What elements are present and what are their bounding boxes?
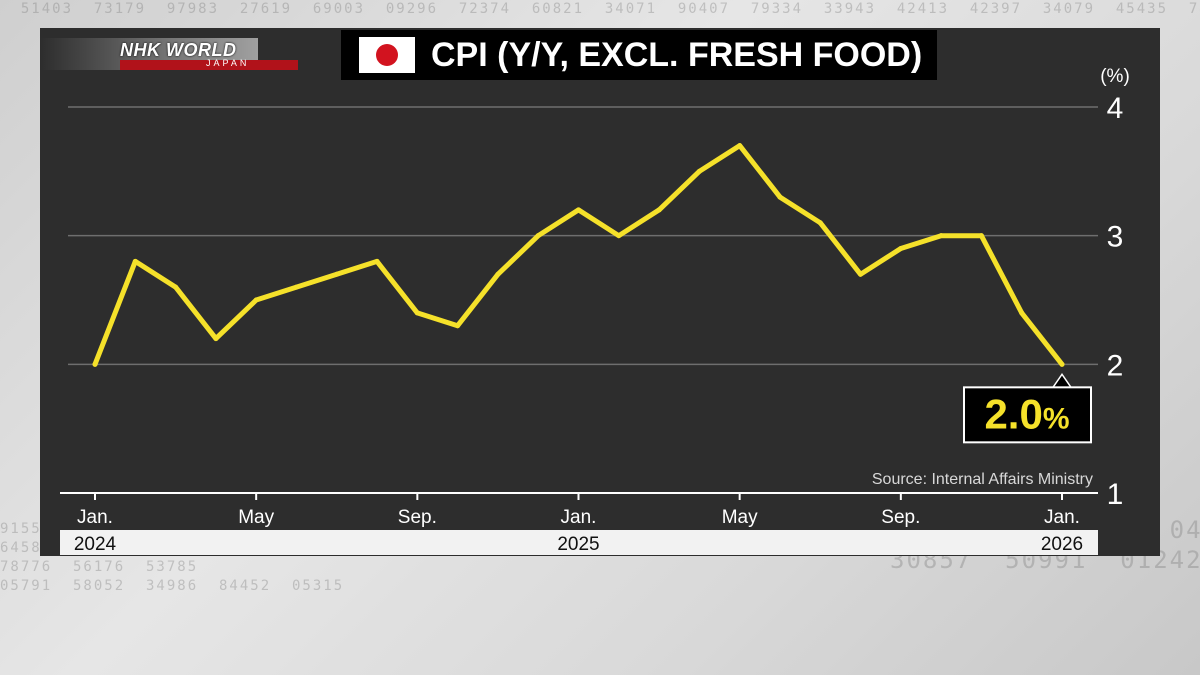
data-point bbox=[1059, 361, 1065, 367]
background-digits-top: 51403 73179 97983 27619 69003 09296 7237… bbox=[20, 1, 1200, 17]
data-point bbox=[535, 233, 541, 239]
x-tick-label: May bbox=[722, 507, 758, 528]
data-point bbox=[616, 233, 622, 239]
data-point bbox=[374, 258, 380, 264]
callout-value: 2.0% bbox=[984, 390, 1069, 437]
x-tick-label: Jan. bbox=[77, 507, 113, 528]
data-point bbox=[656, 207, 662, 213]
data-point bbox=[737, 143, 743, 149]
data-point bbox=[696, 168, 702, 174]
x-tick-label: Jan. bbox=[1044, 507, 1080, 528]
data-point bbox=[92, 361, 98, 367]
y-tick-label: 3 bbox=[1107, 221, 1124, 254]
data-point bbox=[213, 336, 219, 342]
data-point bbox=[173, 284, 179, 290]
data-point bbox=[455, 323, 461, 329]
year-label: 2025 bbox=[557, 534, 599, 555]
logo-red-bar bbox=[120, 60, 298, 70]
chart-title: CPI (Y/Y, EXCL. FRESH FOOD) bbox=[431, 36, 923, 74]
chart-panel bbox=[40, 28, 1160, 556]
data-point bbox=[253, 297, 259, 303]
callout-pointer bbox=[1051, 373, 1073, 389]
y-tick-label: 4 bbox=[1107, 92, 1124, 125]
data-point bbox=[817, 220, 823, 226]
y-tick-label: 1 bbox=[1107, 478, 1124, 511]
data-point bbox=[414, 310, 420, 316]
data-point bbox=[858, 271, 864, 277]
data-point bbox=[495, 271, 501, 277]
data-point bbox=[132, 258, 138, 264]
x-tick-label: Jan. bbox=[561, 507, 597, 528]
data-point bbox=[777, 194, 783, 200]
source-note: Source: Internal Affairs Ministry bbox=[872, 471, 1093, 488]
channel-brand: NHK WORLD bbox=[120, 40, 237, 60]
x-tick-label: May bbox=[238, 507, 274, 528]
callout-number: 2.0 bbox=[984, 390, 1042, 437]
year-label: 2024 bbox=[74, 534, 117, 555]
y-tick-label: 2 bbox=[1107, 349, 1124, 382]
data-point bbox=[1019, 310, 1025, 316]
channel-sub: JAPAN bbox=[206, 58, 250, 68]
callout-unit: % bbox=[1043, 402, 1070, 435]
background-digits-bottom: 91551 64585 78776 56176 53785 05791 5805… bbox=[0, 521, 345, 594]
callout-box bbox=[963, 386, 1092, 444]
x-tick-label: Sep. bbox=[398, 507, 437, 528]
data-point bbox=[334, 271, 340, 277]
data-point bbox=[978, 233, 984, 239]
year-label: 2026 bbox=[1041, 534, 1083, 555]
japan-flag-icon bbox=[359, 37, 415, 73]
channel-logo: NHK WORLD JAPAN bbox=[40, 38, 298, 70]
x-tick-label: Sep. bbox=[881, 507, 920, 528]
chart-title-box: CPI (Y/Y, EXCL. FRESH FOOD) bbox=[341, 30, 937, 80]
data-point bbox=[576, 207, 581, 213]
data-point bbox=[938, 233, 944, 239]
year-strip bbox=[60, 530, 1098, 555]
cpi-series-line bbox=[92, 143, 1065, 367]
data-point bbox=[293, 284, 299, 290]
y-axis-unit: (%) bbox=[1100, 66, 1130, 87]
data-point bbox=[898, 246, 904, 252]
